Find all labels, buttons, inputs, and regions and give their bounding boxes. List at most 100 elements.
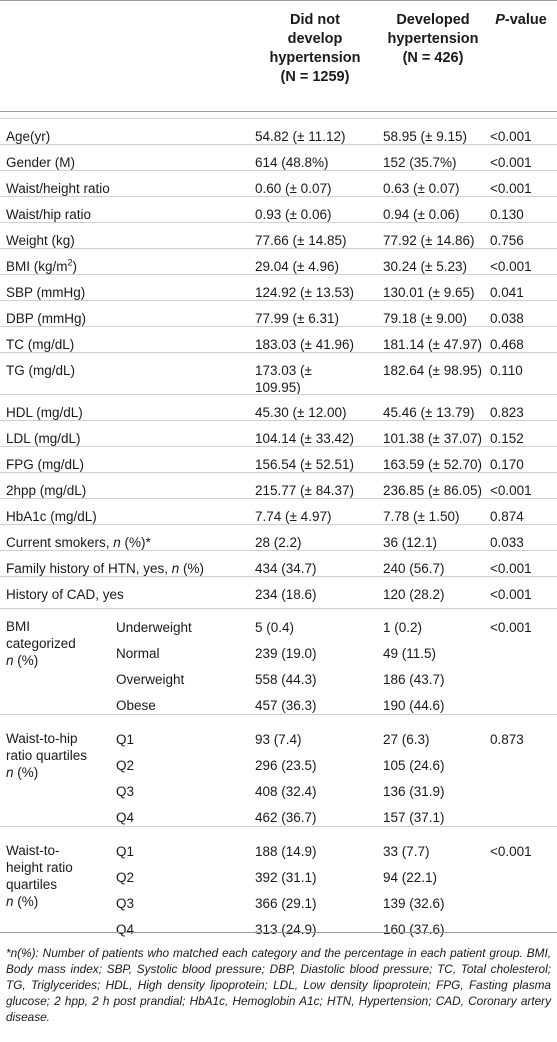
- sub-category-label: Q1: [116, 844, 135, 859]
- row-label-tail: ): [72, 259, 78, 274]
- value-no-htn-text: 156.54 (± 52.51): [255, 457, 354, 472]
- header-col1-line3: hypertension: [269, 50, 361, 66]
- value-htn: 33 (7.7): [383, 844, 430, 859]
- value-no-htn-text: 29.04 (± 4.96): [255, 259, 339, 274]
- p-value: 0.041: [490, 285, 524, 300]
- group-label-line: categorized: [6, 636, 76, 651]
- p-value: <0.001: [490, 155, 532, 170]
- value-no-htn-text-cont: 109.95): [255, 380, 301, 395]
- value-no-htn: 0.60 (± 0.07): [255, 180, 385, 197]
- value-htn: 101.38 (± 37.07): [383, 431, 482, 446]
- value-no-htn-text: 124.92 (± 13.53): [255, 285, 354, 300]
- value-no-htn: 296 (23.5): [255, 758, 317, 773]
- p-value: <0.001: [490, 844, 532, 859]
- p-value: 0.033: [490, 535, 524, 550]
- p-value: 0.823: [490, 405, 524, 420]
- value-htn: 7.78 (± 1.50): [383, 509, 460, 524]
- value-htn: 1 (0.2): [383, 620, 423, 635]
- header-rule: [0, 111, 557, 112]
- value-htn: 130.01 (± 9.65): [383, 285, 475, 300]
- value-no-htn: 156.54 (± 52.51): [255, 456, 385, 473]
- p-value: <0.001: [490, 259, 532, 274]
- value-no-htn: 77.99 (± 6.31): [255, 310, 385, 327]
- row-label-text: History of CAD, yes: [6, 587, 124, 602]
- group-label: Waist-to-hip ratio quartiles n (%): [6, 730, 111, 781]
- value-no-htn-text: 234 (18.6): [255, 587, 317, 602]
- value-no-htn-text: 77.66 (± 14.85): [255, 233, 347, 248]
- p-value: <0.001: [490, 483, 532, 498]
- row-divider: [0, 550, 557, 551]
- group-label-line: ratio quartiles: [6, 748, 88, 763]
- row-label-text: TG (mg/dL): [6, 363, 76, 378]
- group-label-tail: (%): [13, 894, 39, 909]
- sub-category-label: Q4: [116, 922, 135, 937]
- value-no-htn: 173.03 (± 109.95): [255, 362, 385, 396]
- top-rule: [0, 0, 557, 1]
- value-no-htn: 614 (48.8%): [255, 154, 385, 171]
- bottom-rule: [0, 932, 557, 933]
- row-label-text: LDL (mg/dL): [6, 431, 81, 446]
- group-label-italic: n: [6, 894, 14, 909]
- value-htn: 27 (6.3): [383, 732, 430, 747]
- group-label-tail: (%): [13, 765, 39, 780]
- value-no-htn: 408 (32.4): [255, 784, 317, 799]
- value-no-htn: 77.66 (± 14.85): [255, 232, 385, 249]
- row-divider: [0, 222, 557, 223]
- value-no-htn-text: 77.99 (± 6.31): [255, 311, 339, 326]
- value-no-htn-text: 0.93 (± 0.06): [255, 207, 332, 222]
- value-no-htn: 28 (2.2): [255, 534, 385, 551]
- sub-category-label: Overweight: [116, 672, 185, 687]
- value-no-htn: 558 (44.3): [255, 672, 317, 687]
- sub-category-label: Q4: [116, 810, 135, 825]
- group-divider: [0, 826, 557, 827]
- row-label: Waist/hip ratio: [6, 206, 251, 223]
- row-divider: [0, 576, 557, 577]
- row-label: Waist/height ratio: [6, 180, 251, 197]
- row-divider: [0, 326, 557, 327]
- sub-category-label: Q2: [116, 870, 135, 885]
- value-htn: 0.94 (± 0.06): [383, 207, 460, 222]
- value-htn: 240 (56.7): [383, 561, 445, 576]
- group-label-italic: n: [6, 653, 14, 668]
- value-no-htn: 392 (31.1): [255, 870, 317, 885]
- row-divider: [0, 274, 557, 275]
- value-htn: 157 (37.1): [383, 810, 445, 825]
- row-label-text: FPG (mg/dL): [6, 457, 85, 472]
- sub-category-label: Q2: [116, 758, 135, 773]
- p-value: 0.110: [490, 363, 523, 378]
- value-no-htn: 313 (24.9): [255, 922, 317, 937]
- value-no-htn: 366 (29.1): [255, 896, 317, 911]
- value-htn: 236.85 (± 86.05): [383, 483, 482, 498]
- value-no-htn: 124.92 (± 13.53): [255, 284, 385, 301]
- row-label: FPG (mg/dL): [6, 456, 251, 473]
- p-value: 0.468: [490, 337, 524, 352]
- row-divider: [0, 524, 557, 525]
- row-label: HDL (mg/dL): [6, 404, 251, 421]
- group-label-line: Waist-to-hip: [6, 731, 78, 746]
- p-value: 0.152: [490, 431, 524, 446]
- value-htn: 45.46 (± 13.79): [383, 405, 475, 420]
- row-label-text: 2hpp (mg/dL): [6, 483, 87, 498]
- p-value: <0.001: [490, 129, 532, 144]
- value-htn: 163.59 (± 52.70): [383, 457, 482, 472]
- row-label-text: HDL (mg/dL): [6, 405, 83, 420]
- sub-category-label: Q1: [116, 732, 135, 747]
- value-htn: 77.92 (± 14.86): [383, 233, 475, 248]
- row-label-text: Current smokers,: [6, 535, 114, 550]
- value-no-htn-text: 7.74 (± 4.97): [255, 509, 332, 524]
- value-no-htn: 29.04 (± 4.96): [255, 258, 385, 275]
- value-no-htn-text: 54.82 (± 11.12): [255, 129, 346, 144]
- group-label-line: n (%): [6, 764, 111, 781]
- row-label: History of CAD, yes: [6, 586, 251, 603]
- row-label-sup: 2: [67, 257, 73, 268]
- row-label-text: Waist/height ratio: [6, 181, 110, 196]
- value-no-htn-text: 45.30 (± 12.00): [255, 405, 347, 420]
- p-value: 0.756: [490, 233, 524, 248]
- value-no-htn: 434 (34.7): [255, 560, 385, 577]
- row-divider: [0, 170, 557, 171]
- value-no-htn: 104.14 (± 33.42): [255, 430, 385, 447]
- value-no-htn-text: 434 (34.7): [255, 561, 317, 576]
- row-divider: [0, 608, 557, 609]
- value-no-htn-text: 173.03 (±: [255, 363, 312, 378]
- header-p-value: P-value: [490, 11, 552, 30]
